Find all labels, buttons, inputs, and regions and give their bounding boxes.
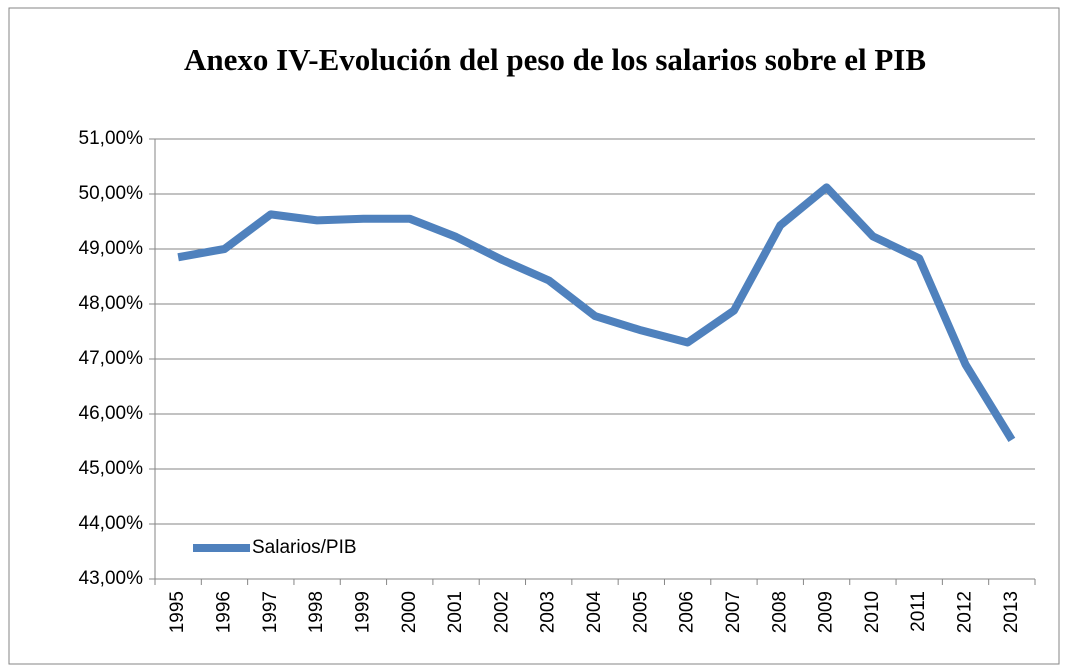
x-tick-label: 2012 bbox=[955, 591, 976, 633]
x-tick-label: 2011 bbox=[908, 591, 929, 632]
y-tick-label: 46,00% bbox=[79, 403, 144, 424]
x-tick-label: 1996 bbox=[213, 591, 234, 633]
y-tick-label: 49,00% bbox=[79, 238, 144, 259]
x-tick-label: 2013 bbox=[1001, 591, 1022, 633]
y-tick-label: 45,00% bbox=[79, 458, 144, 479]
x-tick-label: 2009 bbox=[816, 591, 837, 633]
x-tick-label: 1998 bbox=[306, 591, 327, 633]
x-tick-label: 1995 bbox=[167, 591, 188, 633]
x-tick-label: 2002 bbox=[491, 591, 512, 633]
x-tick-label: 2007 bbox=[723, 591, 744, 633]
x-tick-label: 2010 bbox=[862, 591, 883, 633]
x-tick-label: 2003 bbox=[538, 591, 559, 633]
y-tick-label: 51,00% bbox=[79, 128, 144, 149]
y-tick-label: 43,00% bbox=[79, 568, 144, 589]
y-tick-label: 48,00% bbox=[79, 293, 144, 314]
x-tick-label: 2008 bbox=[769, 591, 790, 633]
x-tick-label: 2004 bbox=[584, 591, 605, 634]
x-tick-label: 1997 bbox=[260, 591, 281, 633]
x-tick-label: 2006 bbox=[677, 591, 698, 633]
x-tick-label: 2005 bbox=[630, 591, 651, 633]
chart-title: Anexo IV-Evolución del peso de los salar… bbox=[184, 42, 926, 77]
y-tick-label: 50,00% bbox=[79, 183, 144, 204]
x-tick-label: 1999 bbox=[352, 591, 373, 633]
x-tick-label: 2001 bbox=[445, 591, 466, 633]
data-line bbox=[177, 183, 1016, 442]
chart-border bbox=[8, 7, 1060, 665]
x-tick-label: 2000 bbox=[399, 591, 420, 633]
y-tick-label: 44,00% bbox=[79, 513, 144, 534]
legend-label: Salarios/PIB bbox=[252, 537, 357, 558]
y-tick-label: 47,00% bbox=[79, 348, 144, 369]
